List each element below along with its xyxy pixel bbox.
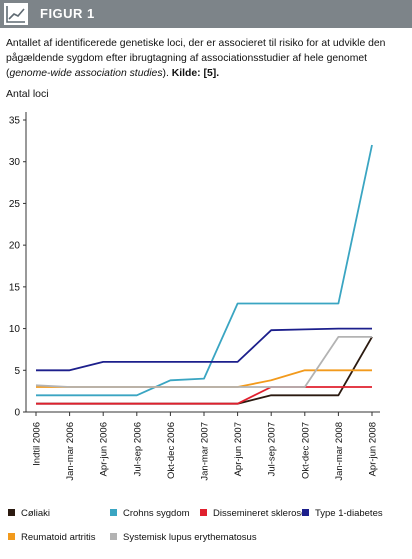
x-tick-label: Apr-jun 2008 (368, 422, 379, 476)
y-tick-label: 20 (9, 241, 21, 252)
caption-text-end: ). (162, 68, 172, 79)
series-line-dissemineret-sklerose (36, 386, 372, 405)
figure-header: FIGUR 1 (0, 0, 412, 28)
x-tick-label: Apr-jun 2007 (233, 422, 244, 476)
series-line-systemisk-lupus-erythematosus (35, 335, 372, 388)
legend-swatch (302, 509, 309, 516)
x-tick-label: Jan-mar 2008 (334, 422, 345, 481)
y-tick-label: 10 (9, 324, 21, 335)
y-axis-label: Antal loci (6, 88, 49, 100)
legend-item: Type 1-diabetes (315, 508, 383, 519)
legend-item: Reumatoid artritis (21, 532, 96, 543)
legend-swatch (200, 509, 207, 516)
x-tick-label: Jul-sep 2006 (132, 422, 143, 476)
legend-item: Cøliaki (21, 508, 50, 519)
caption-text: Antallet af identificerede genetiske loc… (6, 38, 386, 79)
y-tick-label: 15 (9, 282, 21, 293)
y-tick-label: 30 (9, 157, 21, 168)
legend-item: Crohns sygdom (123, 508, 190, 519)
y-tick-label: 25 (9, 199, 21, 210)
caption-italic: genome-wide association studies (9, 68, 163, 79)
legend-swatch (110, 509, 117, 516)
series-line-crohns-sygdom (36, 144, 373, 397)
figure-caption: Antallet af identificerede genetiske loc… (6, 36, 406, 81)
legend-swatch (8, 533, 15, 540)
chart-line-icon (4, 3, 28, 25)
x-tick-label: Indtil 2006 (32, 422, 43, 466)
x-tick-label: Okt-dec 2007 (300, 422, 311, 479)
legend-swatch (8, 509, 15, 516)
x-tick-label: Jan-mar 2007 (200, 422, 211, 481)
figure-title: FIGUR 1 (40, 6, 95, 21)
legend-item: Dissemineret sklerose (213, 508, 306, 519)
legend-swatch (110, 533, 117, 540)
x-tick-label: Apr-jun 2006 (99, 422, 110, 476)
y-tick-label: 35 (9, 116, 21, 127)
y-tick-label: 0 (14, 408, 20, 419)
x-tick-label: Okt-dec 2006 (166, 422, 177, 479)
caption-source: Kilde: [5]. (171, 68, 220, 79)
x-tick-label: Jan-mar 2006 (65, 422, 76, 481)
y-tick-label: 5 (14, 366, 20, 377)
series-line-type-1-diabetes (36, 327, 372, 372)
legend-item: Systemisk lupus erythematosus (123, 532, 257, 543)
x-tick-label: Jul-sep 2007 (267, 422, 278, 476)
